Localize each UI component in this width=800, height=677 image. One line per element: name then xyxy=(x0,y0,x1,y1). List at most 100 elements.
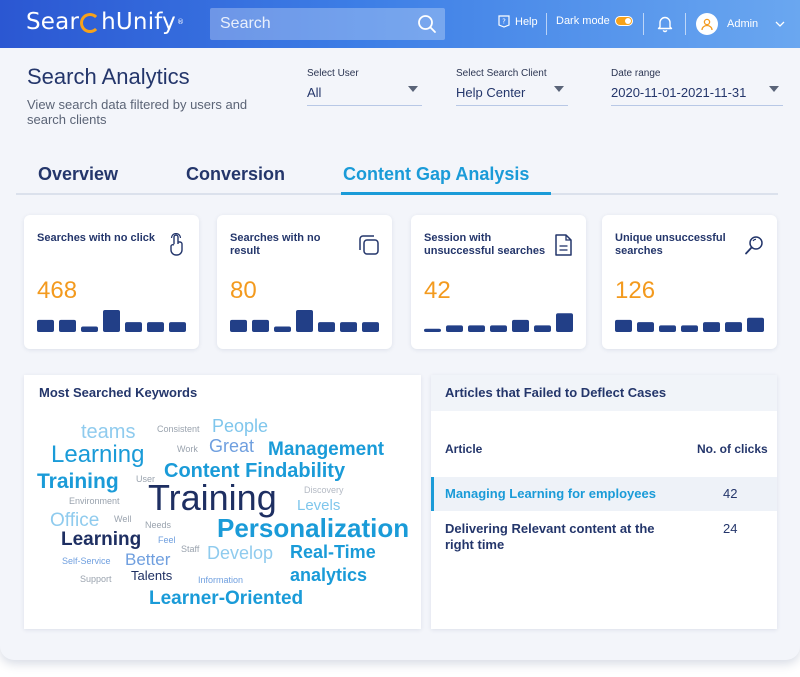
keyword[interactable]: Training xyxy=(37,470,119,493)
keyword[interactable]: Learning xyxy=(61,529,142,550)
keyword[interactable]: Discovery xyxy=(304,485,344,495)
user-name: Admin xyxy=(727,18,759,30)
sparkline-bar xyxy=(446,325,463,332)
logo-text-start: Sear xyxy=(26,9,80,35)
keyword[interactable]: Information xyxy=(198,575,244,585)
keyword[interactable]: Content Findability xyxy=(164,460,346,482)
help-link[interactable]: ? Help xyxy=(498,15,538,28)
keyword[interactable]: teams xyxy=(81,421,136,443)
keyword[interactable]: Well xyxy=(114,514,132,524)
keyword[interactable]: Better xyxy=(125,550,171,569)
sparkline-bar xyxy=(615,319,632,332)
dark-mode-label: Dark mode xyxy=(556,15,610,27)
tab-content-gap-analysis[interactable]: Content Gap Analysis xyxy=(343,164,530,184)
date-range-value: 2020-11-01-2021-11-31 xyxy=(611,85,747,100)
logo-registered-mark: ® xyxy=(177,18,185,26)
keyword[interactable]: Learner-Oriented xyxy=(149,588,304,609)
divider xyxy=(685,13,686,35)
avatar xyxy=(696,13,718,35)
keyword[interactable]: Staff xyxy=(181,544,200,554)
keyword[interactable]: Training xyxy=(148,477,277,518)
keyword[interactable]: Real-Time xyxy=(290,542,376,562)
help-icon: ? xyxy=(498,15,510,28)
date-range-label: Date range xyxy=(611,68,661,79)
dark-mode-toggle[interactable] xyxy=(614,16,633,26)
keyword[interactable]: Support xyxy=(80,574,112,584)
select-user-dropdown[interactable]: Select User All xyxy=(307,68,422,106)
card-searches-no-result[interactable]: Searches with no result 80 xyxy=(217,215,392,349)
magnifier-icon xyxy=(745,236,763,255)
sparkline-bar xyxy=(703,322,720,332)
card-title: Searches with no click xyxy=(37,232,155,244)
divider xyxy=(546,13,547,35)
select-user-label: Select User xyxy=(307,68,359,79)
logo[interactable]: Sear hUnify ® xyxy=(26,9,184,35)
tab-overview[interactable]: Overview xyxy=(38,164,119,184)
card-title: Session with unsuccessful searches xyxy=(424,232,546,257)
logo-text-end: hUnify xyxy=(101,9,176,35)
select-client-dropdown[interactable]: Select Search Client Help Center xyxy=(456,68,568,106)
caret-down-icon xyxy=(408,86,418,92)
select-client-value: Help Center xyxy=(456,85,526,100)
page-subtitle: View search data filtered by users and s… xyxy=(27,97,248,127)
keyword[interactable]: Environment xyxy=(69,496,120,506)
card-unique-unsuccessful[interactable]: Unique unsuccessful searches 126 xyxy=(602,215,777,349)
select-client-label: Select Search Client xyxy=(456,68,547,79)
sparkline-bar xyxy=(125,322,142,332)
page-title: Search Analytics xyxy=(27,64,190,89)
select-user-value: All xyxy=(307,85,322,100)
keyword[interactable]: Talents xyxy=(131,568,173,583)
keyword[interactable]: Consistent xyxy=(157,424,200,434)
caret-down-icon xyxy=(769,86,779,92)
keyword[interactable]: Learning xyxy=(51,441,145,468)
keyword[interactable]: Develop xyxy=(207,543,274,563)
divider xyxy=(643,13,644,35)
card-sparkline xyxy=(37,310,186,332)
card-value: 126 xyxy=(615,277,656,304)
keywords-panel-title: Most Searched Keywords xyxy=(39,385,198,400)
date-range-dropdown[interactable]: Date range 2020-11-01-2021-11-31 xyxy=(611,68,783,106)
sparkline-bar xyxy=(318,322,335,332)
help-label: Help xyxy=(515,15,538,28)
caret-down-icon xyxy=(554,86,564,92)
keyword[interactable]: Personalization xyxy=(217,513,410,543)
bell-icon[interactable] xyxy=(657,15,673,33)
keyword[interactable]: Needs xyxy=(145,520,172,530)
table-row[interactable]: Managing Learning for employees 42 xyxy=(431,477,777,511)
keyword[interactable]: Feel xyxy=(158,535,176,545)
sparkline-bar xyxy=(424,328,441,332)
sparkline-bar xyxy=(725,322,742,332)
article-name[interactable]: Managing Learning for employees xyxy=(445,486,656,501)
sparkline-bar xyxy=(169,322,186,332)
keyword[interactable]: Work xyxy=(177,444,198,454)
sparkline-bar xyxy=(490,325,507,332)
article-clicks: 24 xyxy=(723,521,738,536)
user-icon xyxy=(701,18,713,31)
articles-panel-header: Articles that Failed to Deflect Cases xyxy=(431,375,777,411)
table-row[interactable]: Delivering Relevant content at the right… xyxy=(431,513,777,557)
active-tab-indicator xyxy=(341,192,551,195)
card-searches-no-click[interactable]: Searches with no click 468 xyxy=(24,215,199,349)
search-icon[interactable] xyxy=(417,14,437,34)
sparkline-bar xyxy=(37,319,54,332)
keyword[interactable]: Management xyxy=(268,439,385,460)
keyword[interactable]: Great xyxy=(209,436,255,456)
keyword[interactable]: Self-Service xyxy=(62,556,111,566)
keyword[interactable]: User xyxy=(136,474,156,484)
tap-icon xyxy=(170,233,183,256)
keyword[interactable]: Office xyxy=(50,510,100,531)
user-menu[interactable]: Admin xyxy=(696,13,785,35)
keyword[interactable]: Levels xyxy=(297,497,341,514)
tab-conversion[interactable]: Conversion xyxy=(186,164,286,184)
article-clicks: 42 xyxy=(723,486,738,501)
svg-text:?: ? xyxy=(502,18,506,26)
top-bar: Sear hUnify® ? Help Dark mode xyxy=(0,0,800,48)
card-value: 80 xyxy=(230,277,257,304)
keyword[interactable]: People xyxy=(212,416,269,436)
keyword[interactable]: analytics xyxy=(290,565,368,585)
sparkline-bar xyxy=(103,310,120,332)
card-session-unsuccessful[interactable]: Session with unsuccessful searches 42 xyxy=(411,215,586,349)
search-input[interactable] xyxy=(210,8,410,40)
articles-panel-title: Articles that Failed to Deflect Cases xyxy=(445,385,667,400)
article-name[interactable]: Delivering Relevant content at the right… xyxy=(445,521,655,552)
